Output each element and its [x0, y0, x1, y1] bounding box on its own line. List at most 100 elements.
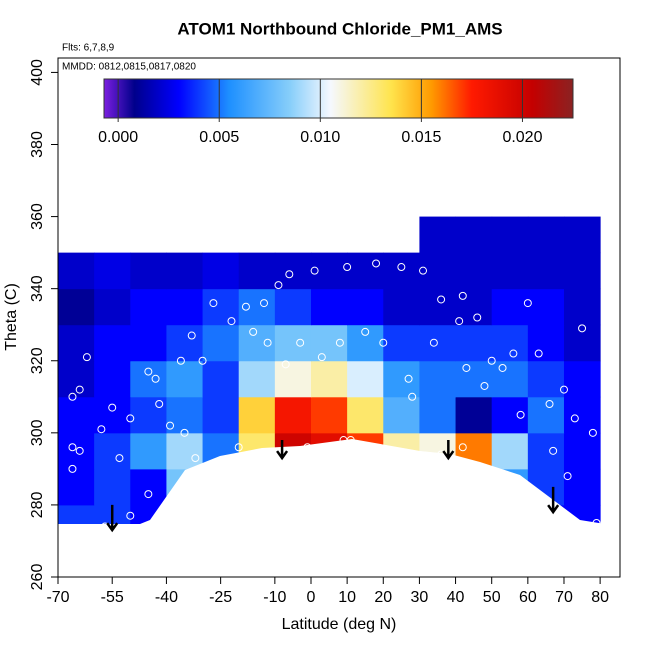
observation-point: [458, 443, 467, 452]
heat-cell: [94, 396, 131, 434]
heat-cell: [202, 252, 240, 290]
heat-cell: [347, 288, 384, 326]
observation-point: [372, 259, 381, 268]
plot-frame: [57, 57, 621, 578]
observation-point: [310, 266, 319, 275]
observation-point: [408, 392, 417, 401]
observation-point: [397, 263, 406, 272]
observation-point: [296, 338, 305, 347]
y-axis-label: Theta (C): [3, 283, 20, 351]
heat-cell: [347, 324, 384, 362]
x-axis-label: Latitude (deg N): [282, 616, 397, 633]
heat-cell: [130, 432, 167, 470]
x-tick-label: 40: [447, 589, 465, 606]
heat-cell: [166, 252, 204, 290]
observation-point: [285, 270, 294, 279]
observation-point: [592, 518, 601, 527]
heat-cell: [130, 468, 167, 506]
heat-cell: [238, 288, 276, 326]
heat-cell: [527, 324, 565, 362]
heat-cell: [347, 252, 384, 290]
observation-point: [68, 464, 77, 473]
heat-cell: [238, 360, 276, 398]
colorbar: [103, 78, 574, 119]
heat-cell: [94, 360, 131, 398]
heat-cell: [527, 216, 565, 254]
observation-point: [187, 331, 196, 340]
colorbar-tick-label: 0.005: [199, 129, 239, 146]
heat-cell: [58, 324, 95, 362]
observation-point: [455, 317, 464, 326]
observation-point: [570, 414, 579, 423]
y-tick-label: 380: [29, 131, 46, 158]
observation-point: [462, 363, 471, 372]
observation-point: [335, 338, 344, 347]
heat-cell: [130, 252, 167, 290]
heat-cell: [563, 468, 601, 506]
x-tick-label: 80: [591, 589, 609, 606]
heat-cell: [274, 324, 312, 362]
heat-cell: [347, 396, 384, 434]
heat-cell: [202, 288, 240, 326]
flights-note: Flts: 6,7,8,9: [62, 43, 115, 54]
heat-cell: [310, 252, 348, 290]
heat-cell: [455, 216, 493, 254]
observation-point: [549, 446, 558, 455]
observation-point: [419, 266, 428, 275]
heat-cell: [58, 360, 95, 398]
observation-point: [241, 302, 250, 311]
observation-point: [249, 327, 258, 336]
observation-point: [108, 403, 117, 412]
observation-point: [209, 299, 218, 308]
heat-cell: [419, 360, 457, 398]
x-tick-label: 70: [555, 589, 573, 606]
observation-point: [180, 428, 189, 437]
observation-point: [281, 360, 290, 369]
heat-cell: [383, 288, 420, 326]
observation-point: [498, 363, 507, 372]
heat-cell: [166, 288, 204, 326]
observation-point: [155, 400, 164, 408]
heat-cell: [238, 324, 276, 362]
y-tick-label: 340: [29, 275, 46, 302]
y-tick-label: 360: [29, 203, 46, 230]
heat-cell: [310, 324, 348, 362]
heat-cell: [491, 324, 529, 362]
heat-cell: [310, 396, 348, 434]
heat-cell: [383, 324, 420, 362]
y-tick-label: 280: [29, 491, 46, 518]
observation-point: [437, 295, 446, 304]
observation-point: [534, 349, 543, 358]
heat-cell: [202, 360, 240, 398]
heat-cell: [491, 432, 529, 470]
heat-cell: [130, 288, 167, 326]
heat-cell: [94, 432, 131, 470]
observation-point: [97, 425, 106, 434]
heat-cell: [563, 360, 601, 398]
heat-cell: [383, 360, 420, 398]
observation-point: [234, 443, 243, 452]
observation-point: [578, 324, 587, 333]
observation-point: [588, 428, 597, 437]
observation-point: [303, 443, 312, 452]
observation-point: [227, 317, 236, 326]
heat-cell: [383, 396, 420, 434]
heat-cell: [58, 396, 95, 434]
observation-point: [523, 299, 532, 308]
heat-cell: [491, 360, 529, 398]
heat-cell: [491, 252, 529, 290]
observation-point: [379, 338, 388, 347]
heat-cell: [58, 252, 95, 290]
heat-cell: [563, 288, 601, 326]
observation-point: [126, 511, 135, 520]
heat-cell: [58, 468, 95, 506]
observation-point: [516, 410, 525, 419]
y-tick-label: 400: [29, 59, 46, 86]
observation-point: [151, 374, 160, 383]
x-tick-label: -70: [46, 589, 69, 606]
heat-cell: [419, 216, 457, 254]
heat-cell: [347, 360, 384, 398]
heat-cell: [166, 324, 204, 362]
heat-cell: [491, 288, 529, 326]
